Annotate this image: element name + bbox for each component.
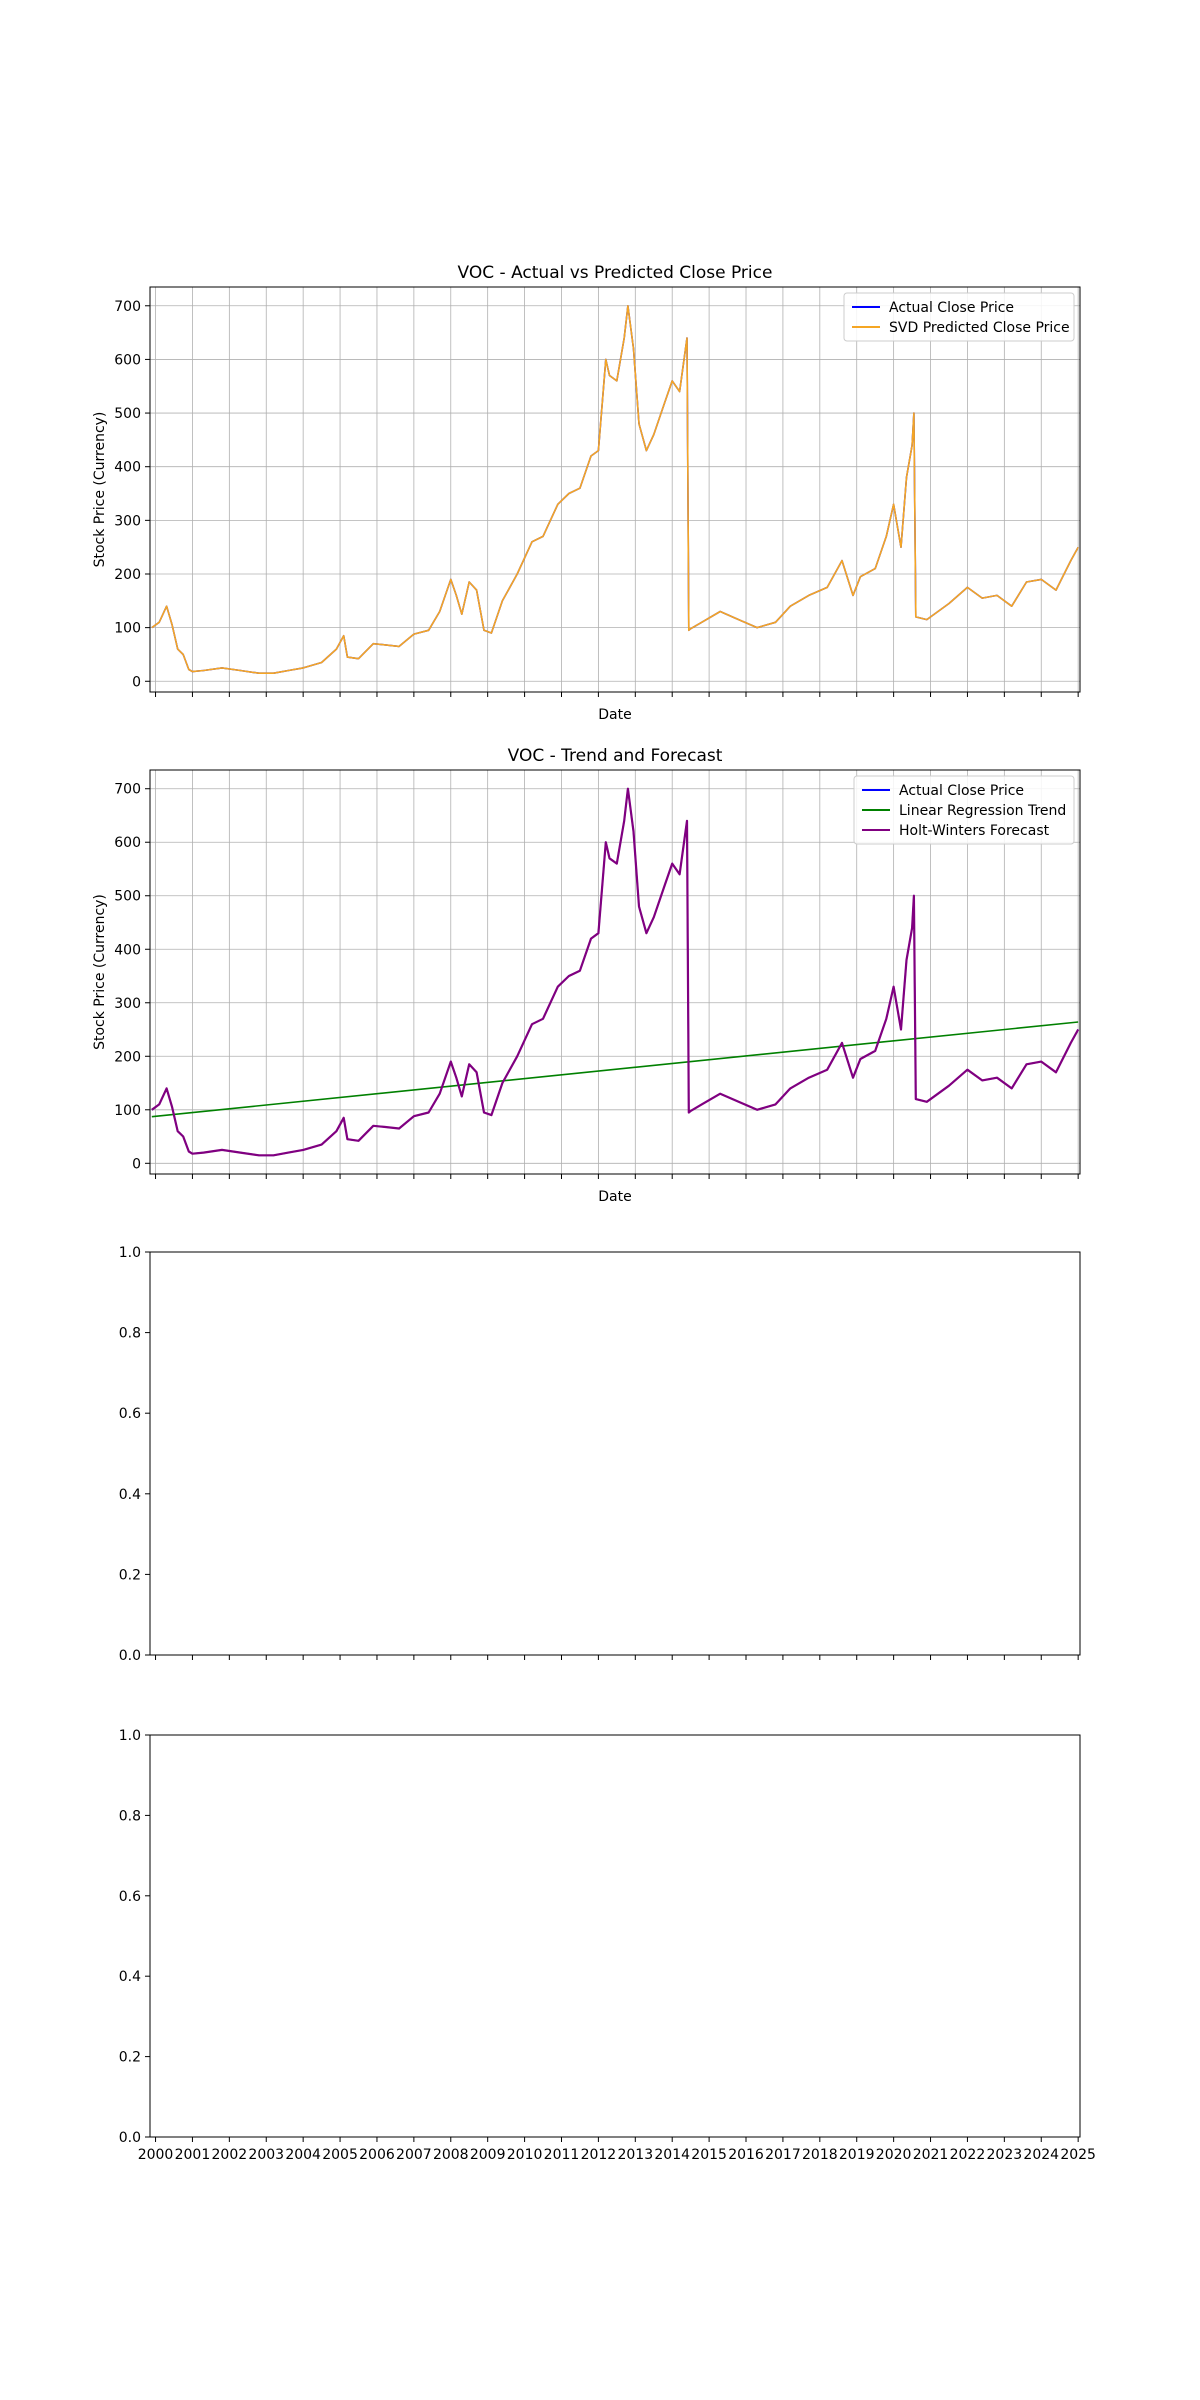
- y-tick-label: 0: [132, 674, 141, 690]
- series-line-2: [151, 304, 1079, 675]
- y-tick-label: 200: [114, 1049, 141, 1065]
- legend-box: [853, 775, 1075, 845]
- y-tick-label: 300: [114, 513, 141, 529]
- y-tick-label: 300: [114, 996, 141, 1012]
- x-tick-label: 2017: [765, 2147, 801, 2163]
- x-tick-label: 2024: [1023, 2147, 1059, 2163]
- y-tick-label: 0.0: [119, 2130, 141, 2146]
- chart-title: VOC - Actual vs Predicted Close Price: [458, 263, 773, 283]
- x-tick-label: 2011: [544, 2147, 580, 2163]
- y-tick-label: 700: [114, 299, 141, 315]
- x-tick-label: 2025: [1060, 2147, 1096, 2163]
- x-tick-label: 2014: [654, 2147, 690, 2163]
- x-axis-label: Date: [598, 707, 631, 723]
- y-tick-label: 1.0: [119, 1728, 141, 1744]
- y-tick-label: 0.2: [119, 1567, 141, 1583]
- x-axis-label: Date: [598, 1189, 631, 1205]
- series-line-3: [151, 787, 1080, 1157]
- y-tick-label: 0.4: [119, 1969, 141, 1985]
- x-tick-label: 2020: [876, 2147, 912, 2163]
- x-tick-label: 2013: [617, 2147, 653, 2163]
- y-tick-label: 100: [114, 1103, 141, 1119]
- y-tick-label: 100: [114, 621, 141, 637]
- y-tick-label: 0: [132, 1156, 141, 1172]
- x-tick-label: 2010: [507, 2147, 543, 2163]
- legend: Actual Close Price Linear Regression Tren…: [853, 775, 1075, 845]
- x-tick-label: 2004: [285, 2147, 321, 2163]
- y-tick-label: 600: [114, 835, 141, 851]
- x-tick-label: 2005: [322, 2147, 358, 2163]
- series-line-1: [151, 304, 1079, 675]
- x-tick-label: 2009: [470, 2147, 506, 2163]
- legend-box: [843, 292, 1075, 342]
- y-tick-label: 200: [114, 567, 141, 583]
- y-tick-label: 700: [114, 782, 141, 798]
- y-axis-label: Stock Price (Currency): [92, 412, 108, 568]
- y-tick-label: 600: [114, 352, 141, 368]
- x-tick-label: 2008: [433, 2147, 469, 2163]
- axes-frame: [149, 1251, 1081, 1656]
- x-tick-label: 2002: [212, 2147, 248, 2163]
- x-tick-label: 2001: [175, 2147, 211, 2163]
- chart-panel-2: 0 100 200 300 400 500 600 700 VOC - Trend and Fo…: [92, 746, 1081, 1205]
- x-tick-label: 2003: [248, 2147, 284, 2163]
- y-tick-label: 500: [114, 406, 141, 422]
- x-tick-label: 2021: [913, 2147, 949, 2163]
- legend: Actual Close Price SVD Predicted Close Pr…: [843, 292, 1075, 342]
- legend-label: SVD Predicted Close Price: [889, 320, 1070, 336]
- y-tick-label: 400: [114, 942, 141, 958]
- y-tick-label: 400: [114, 460, 141, 476]
- grid-lines: [150, 770, 1080, 1174]
- x-tick-label: 2000: [138, 2147, 174, 2163]
- x-tick-label: 2007: [396, 2147, 432, 2163]
- y-tick-label: 0.2: [119, 2050, 141, 2066]
- y-tick-label: 0.6: [119, 1406, 141, 1422]
- axes-frame: [149, 769, 1081, 1175]
- x-tick-label: 2019: [839, 2147, 875, 2163]
- legend-label: Actual Close Price: [899, 783, 1024, 799]
- x-tick-label: 2023: [987, 2147, 1023, 2163]
- axes-frame: [149, 1734, 1081, 2138]
- y-tick-label: 0.6: [119, 1889, 141, 1905]
- legend-label: Holt-Winters Forecast: [899, 823, 1050, 839]
- x-tick-label: 2022: [950, 2147, 986, 2163]
- grid-lines: [150, 287, 1080, 692]
- y-tick-label: 0.8: [119, 1326, 141, 1342]
- y-tick-label: 500: [114, 889, 141, 905]
- y-tick-label: 0.0: [119, 1648, 141, 1664]
- chart-panel-1: 0 100 200 300 400 500 600 700 VOC - Actual vs Pr…: [92, 263, 1081, 723]
- x-tick-label: 2016: [728, 2147, 764, 2163]
- legend-label: Actual Close Price: [889, 300, 1014, 316]
- x-tick-label: 2015: [691, 2147, 727, 2163]
- y-axis-label: Stock Price (Currency): [92, 894, 108, 1050]
- chart-title: VOC - Trend and Forecast: [508, 746, 723, 766]
- x-tick-label: 2006: [359, 2147, 395, 2163]
- x-tick-label: 2012: [581, 2147, 617, 2163]
- chart-panel-3: 0.0 0.2 0.4 0.6 0.8 1.0: [119, 1245, 1081, 1664]
- series-line-2: [151, 1021, 1079, 1118]
- y-tick-label: 0.8: [119, 1808, 141, 1824]
- legend-label: Linear Regression Trend: [899, 803, 1066, 819]
- axes-frame: [149, 286, 1081, 693]
- y-tick-label: 1.0: [119, 1245, 141, 1261]
- y-tick-label: 0.4: [119, 1487, 141, 1503]
- x-tick-label: 2018: [802, 2147, 838, 2163]
